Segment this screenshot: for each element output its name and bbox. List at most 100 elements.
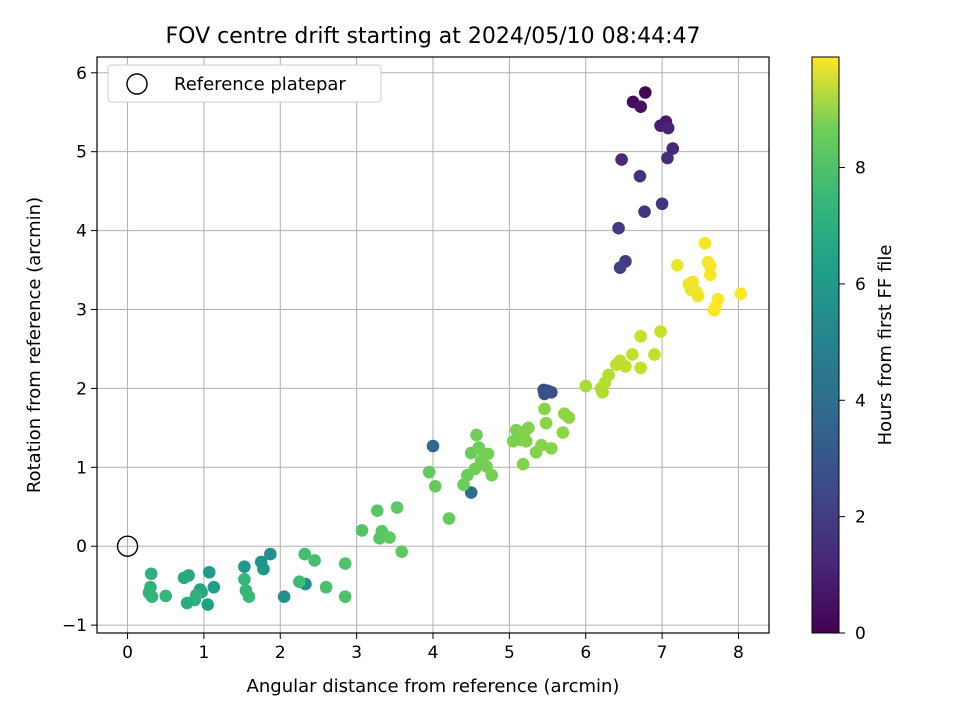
x-tick-label: 5 (504, 643, 515, 663)
data-point (264, 547, 277, 561)
data-point (579, 379, 593, 393)
data-point (661, 121, 675, 135)
data-point (633, 169, 647, 183)
data-point (538, 387, 551, 401)
grid (97, 57, 769, 633)
data-point (648, 348, 661, 361)
legend-box (107, 64, 382, 103)
data-point (207, 580, 221, 594)
data-point (457, 478, 470, 491)
data-point (159, 589, 173, 603)
y-tick-label: 3 (76, 300, 87, 320)
x-tick-label: 7 (657, 643, 668, 663)
y-axis-ticks: −1 0 1 2 3 4 5 6 (62, 64, 97, 636)
x-tick-label: 0 (122, 643, 133, 663)
colorbar-ticks: 0 2 4 6 8 (839, 159, 866, 644)
data-point (538, 402, 551, 416)
reference-platepar-point (116, 535, 139, 557)
data-point (734, 287, 748, 301)
data-point (654, 325, 667, 338)
data-point (338, 557, 352, 570)
data-point (277, 590, 291, 604)
data-point (671, 259, 684, 272)
data-point (144, 567, 158, 581)
data-point (634, 100, 648, 114)
data-point (519, 434, 533, 448)
data-point (634, 361, 648, 375)
data-point (370, 504, 384, 517)
data-point (556, 426, 570, 439)
data-point (655, 197, 669, 211)
y-axis-label: Rotation from reference (arcmin) (24, 197, 45, 493)
data-point (619, 360, 632, 373)
data-point (666, 142, 680, 155)
data-point (464, 486, 478, 499)
data-point (535, 438, 548, 452)
data-point (355, 524, 369, 537)
data-point (201, 598, 215, 611)
y-tick-label: 1 (76, 458, 87, 478)
data-point (638, 205, 651, 218)
data-point (698, 236, 712, 250)
y-tick-label: 2 (76, 379, 87, 399)
data-point (422, 465, 436, 479)
x-tick-label: 4 (428, 643, 439, 663)
y-tick-label: 6 (76, 64, 87, 84)
colorbar-label: Hours from first FF file (875, 245, 896, 446)
data-point (596, 386, 609, 399)
x-axis-ticks: 0 1 2 3 4 5 6 7 8 (122, 633, 744, 663)
y-tick-label: −1 (62, 616, 87, 636)
data-point (602, 368, 615, 382)
data-point (686, 275, 699, 289)
data-point (390, 501, 404, 514)
data-point (612, 221, 625, 235)
y-tick-label: 4 (76, 222, 87, 242)
data-point (615, 153, 628, 166)
data-point (383, 531, 396, 544)
x-tick-label: 1 (198, 643, 209, 663)
colorbar-tick-label: 8 (855, 159, 866, 179)
x-axis-label: Angular distance from reference (arcmin) (247, 676, 620, 697)
legend: Reference platepar (107, 64, 382, 103)
data-point (298, 547, 312, 561)
data-point (481, 447, 495, 461)
data-points (142, 86, 748, 611)
data-point (522, 421, 535, 435)
data-point (545, 442, 558, 455)
data-point (485, 468, 499, 482)
data-point (470, 428, 483, 442)
colorbar-tick-label: 2 (855, 508, 866, 528)
data-point (177, 571, 191, 585)
data-point (442, 512, 456, 525)
data-point (428, 479, 442, 493)
legend-entry-reference-platepar: Reference platepar (174, 74, 346, 95)
data-point (145, 590, 159, 604)
colorbar-tick-label: 0 (855, 624, 866, 644)
data-point (539, 416, 553, 430)
data-point (703, 268, 717, 282)
data-point (426, 439, 440, 453)
data-point (238, 560, 251, 574)
x-tick-label: 2 (275, 643, 286, 663)
y-tick-label: 0 (76, 537, 87, 557)
data-point (257, 562, 270, 576)
data-point (242, 590, 256, 604)
data-point (661, 151, 674, 165)
data-point (338, 590, 352, 604)
data-point (395, 545, 408, 559)
data-point (319, 580, 333, 594)
data-point (562, 411, 576, 424)
data-point (711, 292, 725, 306)
data-point (691, 289, 705, 303)
colorbar-tick-label: 6 (855, 275, 866, 295)
data-point (189, 588, 203, 602)
data-point (638, 86, 652, 99)
x-tick-label: 8 (733, 643, 744, 663)
data-point (308, 554, 321, 567)
data-point (703, 259, 717, 273)
y-tick-label: 5 (76, 143, 87, 163)
data-point (238, 573, 251, 586)
colorbar-tick-label: 4 (855, 391, 866, 411)
data-point (202, 565, 216, 579)
